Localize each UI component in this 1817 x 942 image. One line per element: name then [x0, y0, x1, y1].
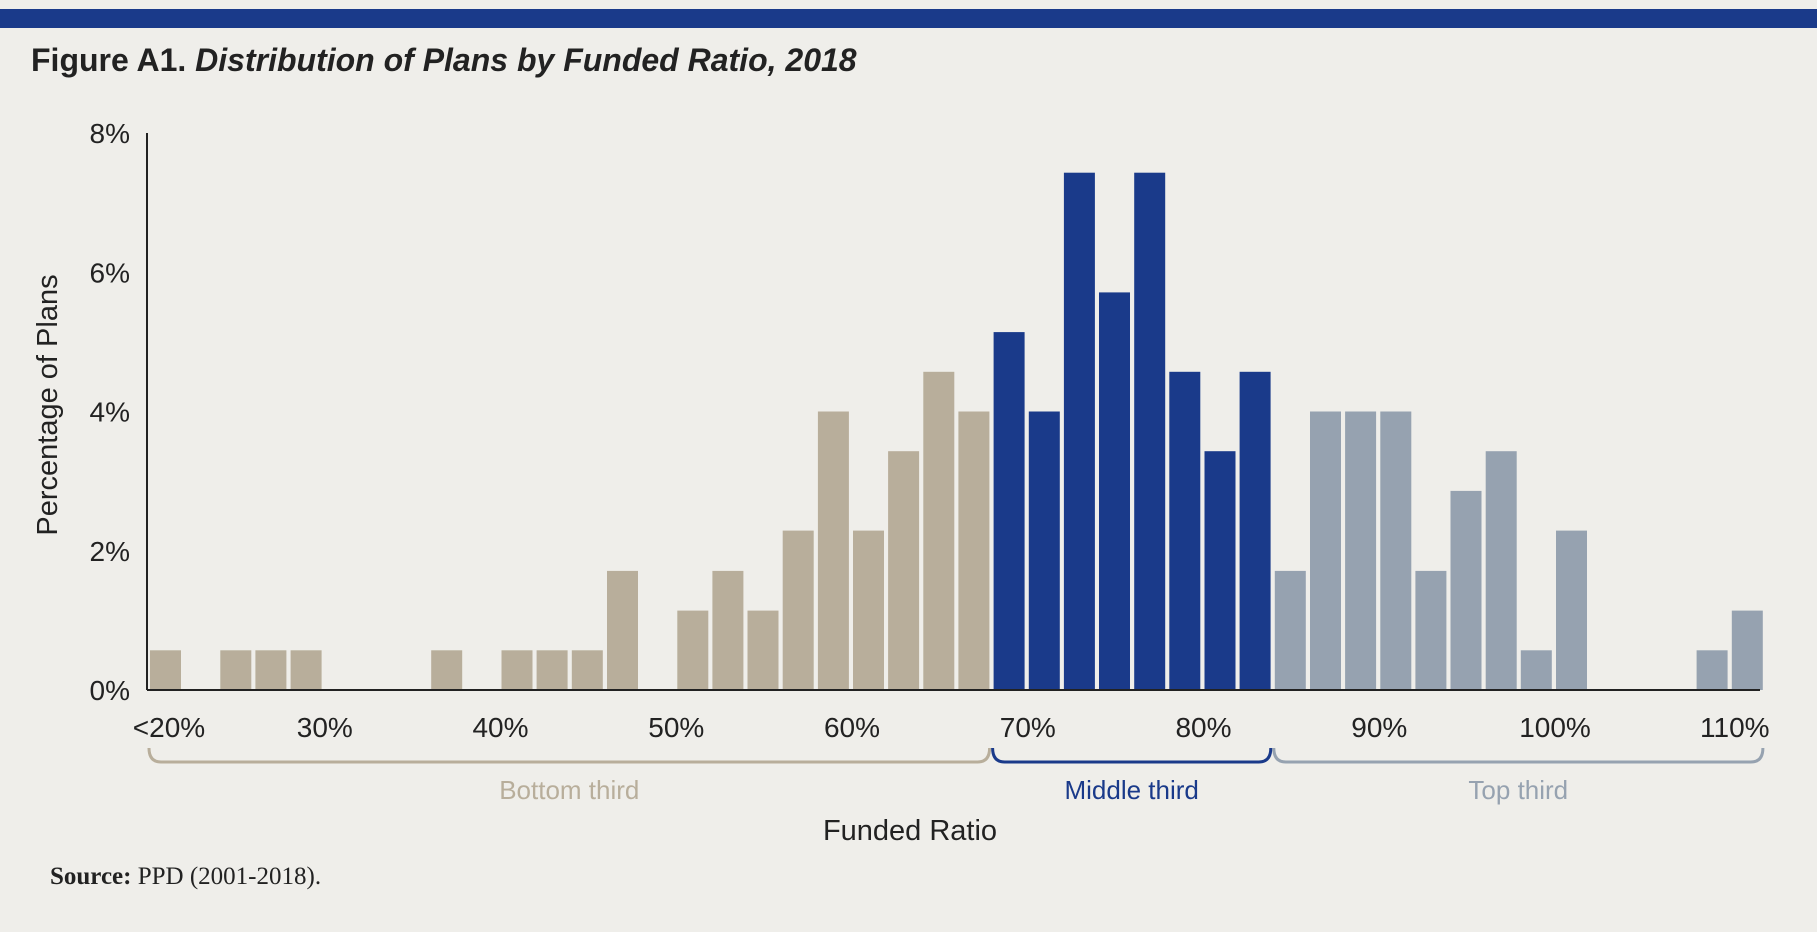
y-tick-labels: 0% 2% 4% 6% 8% — [90, 118, 130, 706]
bar-64-66% — [958, 411, 990, 690]
group-bracket — [147, 747, 992, 764]
x-tick-labels: <20% 30% 40% 50% 60% 70% 80% 90% 100% 110% — [133, 712, 1770, 743]
y-tick-label: 8% — [90, 118, 130, 149]
bar-84-86% — [1310, 411, 1341, 690]
bar-80-82% — [1239, 371, 1271, 690]
bar-24-26% — [255, 650, 287, 690]
bar-60-62% — [888, 451, 920, 690]
x-tick-label: 80% — [1175, 712, 1231, 743]
x-tick-label: <20% — [133, 712, 205, 743]
group-label: Top third — [1468, 775, 1568, 805]
bar-108-110% — [1731, 610, 1763, 690]
bar-42-44% — [571, 650, 603, 690]
bar-72-74% — [1099, 292, 1130, 690]
x-tick-label: 70% — [1000, 712, 1056, 743]
bar-34-36% — [431, 650, 463, 690]
bar-26-28% — [290, 650, 322, 690]
y-axis-title: Percentage of Plans — [32, 274, 64, 535]
group-label: Bottom third — [499, 775, 639, 805]
x-tick-label: 100% — [1519, 712, 1591, 743]
group-bracket — [991, 747, 1273, 764]
bar-74-76% — [1134, 172, 1166, 690]
x-tick-label: 50% — [648, 712, 704, 743]
bar-66-68% — [993, 332, 1025, 690]
bar-90-92% — [1415, 570, 1447, 690]
bar-88-90% — [1380, 411, 1412, 690]
bar-50-52% — [712, 570, 744, 690]
bar-40-42% — [536, 650, 568, 690]
x-tick-label: 30% — [297, 712, 353, 743]
bar-62-64% — [923, 371, 955, 690]
bar-48-50% — [677, 610, 709, 690]
y-tick-label: 2% — [90, 536, 130, 567]
bar-44-46% — [607, 570, 638, 690]
x-tick-label: 40% — [472, 712, 528, 743]
bar-68-70% — [1028, 411, 1060, 690]
bar-38-40% — [501, 650, 533, 690]
y-tick-label: 6% — [90, 257, 130, 288]
group-label: Middle third — [1064, 775, 1198, 805]
figure-title: Figure A1. Distribution of Plans by Fund… — [31, 42, 857, 79]
x-tick-label: 110% — [1700, 712, 1770, 743]
header-rule — [0, 9, 1817, 28]
bar-58-60% — [853, 530, 884, 690]
bar-82-84% — [1274, 570, 1306, 690]
bar-70-72% — [1063, 172, 1095, 690]
bar-54-56% — [782, 530, 814, 690]
bars-group — [150, 172, 1763, 690]
y-tick-label: 4% — [90, 397, 130, 428]
y-tick-label: 0% — [90, 675, 130, 706]
source-text: PPD (2001-2018). — [131, 863, 322, 890]
bar-86-88% — [1345, 411, 1377, 690]
bar-96-98% — [1520, 650, 1552, 690]
figure-label: Figure A1. — [31, 42, 187, 78]
source-label: Source: — [50, 863, 132, 890]
x-tick-label: 90% — [1351, 712, 1407, 743]
bar-22-24% — [220, 650, 252, 690]
bar-98-100% — [1556, 530, 1587, 690]
source-note: Source: PPD (2001-2018). — [50, 863, 321, 891]
bar-94-96% — [1485, 451, 1517, 690]
figure-caption: Distribution of Plans by Funded Ratio, 2… — [195, 42, 857, 78]
bottom-margin — [0, 932, 1817, 942]
x-axis-title: Funded Ratio — [823, 815, 997, 847]
bar-76-78% — [1169, 371, 1201, 690]
bar-78-80% — [1204, 451, 1236, 690]
bar-106-108% — [1696, 650, 1728, 690]
bar-92-94% — [1450, 490, 1482, 690]
x-tick-label: 60% — [824, 712, 880, 743]
group-bracket — [1272, 747, 1765, 764]
bar-<20% — [150, 650, 181, 690]
bar-56-58% — [817, 411, 849, 690]
bar-52-54% — [747, 610, 779, 690]
group-brackets: Bottom third Middle third Top third — [147, 747, 1765, 805]
